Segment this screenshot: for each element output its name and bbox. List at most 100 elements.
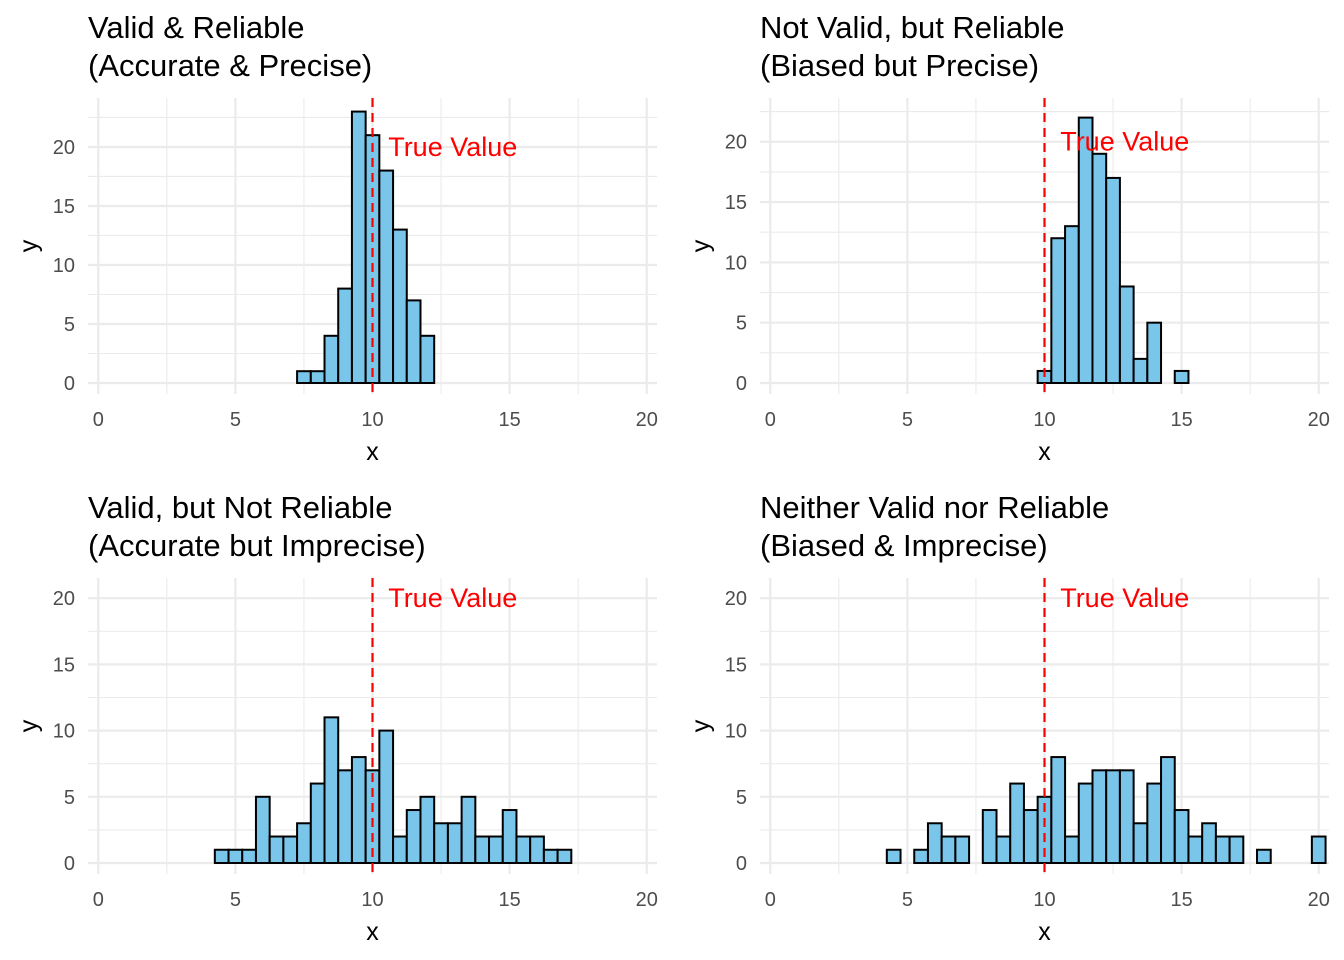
x-tick-label: 15 bbox=[1170, 889, 1192, 911]
histogram-bar bbox=[954, 835, 971, 865]
panel-valid-not-reliable: True Value 0 5 10 15 20 0 5 10 15 20 x y Valid, but N… bbox=[15, 490, 658, 946]
histogram-bar bbox=[1091, 152, 1108, 384]
x-tick-label: 15 bbox=[498, 409, 520, 431]
y-tick-label: 5 bbox=[736, 313, 747, 335]
histogram-bar bbox=[529, 835, 545, 865]
y-tick-label: 15 bbox=[725, 192, 747, 214]
y-axis-title: y bbox=[687, 719, 715, 732]
y-tick-label: 0 bbox=[736, 373, 747, 395]
histogram-bars bbox=[885, 756, 1327, 865]
y-tick-label: 10 bbox=[53, 255, 75, 277]
histogram-bar bbox=[1132, 357, 1149, 384]
histogram-bar bbox=[515, 835, 532, 865]
histogram-bar bbox=[1091, 769, 1108, 865]
histogram-bar bbox=[282, 835, 299, 865]
y-tick-label: 15 bbox=[53, 654, 75, 676]
x-tick-label: 20 bbox=[636, 409, 658, 431]
x-tick-label: 20 bbox=[1308, 409, 1330, 431]
histogram-bar bbox=[474, 835, 491, 865]
histogram-bar bbox=[392, 228, 408, 384]
y-tick-label: 15 bbox=[53, 196, 75, 218]
histogram-bar bbox=[1118, 285, 1135, 384]
histogram-bar bbox=[1064, 835, 1080, 865]
panel-not-valid-reliable: True Value 0 5 10 15 20 0 5 10 15 20 x y Not Valid, b… bbox=[687, 10, 1330, 466]
histogram-bar bbox=[213, 848, 230, 865]
histogram-bar bbox=[1105, 176, 1121, 384]
histogram-bars bbox=[296, 110, 436, 385]
histogram-bar bbox=[1173, 809, 1190, 865]
histogram-bar bbox=[419, 795, 436, 864]
histogram-bar bbox=[1064, 225, 1080, 384]
histogram-bar bbox=[1077, 116, 1094, 384]
histogram-bar bbox=[1146, 782, 1163, 865]
x-tick-label: 0 bbox=[765, 409, 776, 431]
histogram-bar bbox=[1256, 848, 1272, 865]
y-tick-label: 0 bbox=[64, 373, 75, 395]
grid bbox=[760, 98, 1329, 394]
y-axis-title: y bbox=[15, 239, 43, 252]
y-tick-label: 10 bbox=[53, 721, 75, 743]
x-tick-label: 5 bbox=[902, 409, 913, 431]
y-tick-label: 0 bbox=[64, 853, 75, 875]
histogram-bar bbox=[1214, 835, 1231, 865]
x-tick-label: 15 bbox=[1170, 409, 1192, 431]
x-tick-label: 0 bbox=[93, 409, 104, 431]
histogram-bar bbox=[1187, 835, 1204, 865]
y-tick-label: 20 bbox=[53, 588, 75, 610]
histogram-bar bbox=[1105, 769, 1121, 865]
histogram-bar bbox=[460, 795, 477, 864]
histogram-bar bbox=[433, 822, 449, 864]
y-tick-label: 10 bbox=[725, 721, 747, 743]
true-value-label: True Value bbox=[1060, 583, 1189, 613]
panel-title: Valid & Reliable bbox=[88, 10, 305, 45]
histogram-bar bbox=[378, 729, 395, 864]
histogram-bar bbox=[309, 370, 326, 385]
histogram-bar bbox=[488, 835, 504, 865]
histogram-bar bbox=[392, 835, 408, 865]
x-tick-label: 0 bbox=[765, 889, 776, 911]
y-tick-label: 20 bbox=[725, 588, 747, 610]
histogram-bar bbox=[350, 756, 367, 865]
histogram-bar bbox=[940, 835, 957, 865]
histogram-bar bbox=[1160, 756, 1176, 865]
x-axis-title: x bbox=[1038, 918, 1051, 946]
x-tick-label: 20 bbox=[636, 889, 658, 911]
panel-subtitle: (Biased but Precise) bbox=[760, 48, 1039, 83]
x-tick-label: 5 bbox=[902, 889, 913, 911]
x-axis-title: x bbox=[1038, 438, 1051, 466]
histogram-bar bbox=[1146, 321, 1163, 384]
histogram-bar bbox=[885, 848, 902, 865]
y-axis-title: y bbox=[687, 239, 715, 252]
histogram-bar bbox=[241, 848, 257, 865]
histogram-bar bbox=[323, 716, 340, 864]
panel-title: Valid, but Not Reliable bbox=[88, 490, 392, 525]
panel-title: Not Valid, but Reliable bbox=[760, 10, 1064, 45]
histogram-bar bbox=[1201, 822, 1217, 864]
histogram-bar bbox=[1310, 835, 1327, 865]
x-tick-label: 10 bbox=[361, 409, 383, 431]
histogram-bar bbox=[1009, 782, 1025, 865]
panel-valid-reliable: True Value 0 5 10 15 20 0 5 10 15 20 x y Valid & Reli… bbox=[15, 10, 658, 466]
x-tick-label: 10 bbox=[361, 889, 383, 911]
histogram-bars bbox=[1036, 116, 1190, 384]
histogram-bar bbox=[1173, 369, 1190, 384]
x-tick-label: 10 bbox=[1033, 889, 1055, 911]
x-tick-label: 20 bbox=[1308, 889, 1330, 911]
histogram-bar bbox=[926, 822, 943, 864]
histogram-bar bbox=[556, 848, 573, 865]
panel-subtitle: (Biased & Imprecise) bbox=[760, 528, 1048, 563]
histogram-bar bbox=[268, 835, 285, 865]
histogram-bar bbox=[419, 334, 436, 385]
histogram-bar bbox=[995, 835, 1012, 865]
histogram-bar bbox=[981, 809, 998, 865]
panel-title: Neither Valid nor Reliable bbox=[760, 490, 1109, 525]
y-tick-label: 5 bbox=[736, 787, 747, 809]
y-axis-title: y bbox=[15, 719, 43, 732]
true-value-label: True Value bbox=[388, 583, 517, 613]
x-tick-label: 10 bbox=[1033, 409, 1055, 431]
x-tick-label: 5 bbox=[230, 889, 241, 911]
histogram-bar bbox=[913, 848, 929, 865]
y-tick-label: 0 bbox=[736, 853, 747, 875]
histogram-bar bbox=[296, 370, 312, 385]
histogram-bar bbox=[1050, 237, 1067, 384]
